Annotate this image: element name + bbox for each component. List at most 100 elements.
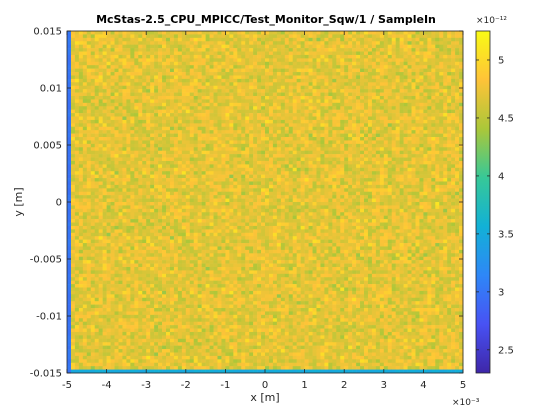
heatmap-cell [272, 195, 278, 199]
heatmap-cell [158, 89, 163, 93]
heatmap-cell [257, 65, 262, 69]
heatmap-cell [130, 34, 135, 39]
heatmap-cell [110, 92, 115, 97]
heatmap-cell [431, 95, 436, 100]
heatmap-cell [213, 178, 218, 182]
heatmap-cell [237, 65, 242, 69]
heatmap-cell [118, 181, 123, 186]
heatmap-cell [431, 89, 436, 93]
heatmap-cell [78, 113, 84, 117]
heatmap-cell [78, 188, 84, 193]
heatmap-cell [67, 198, 72, 203]
heatmap-cell [162, 181, 167, 186]
heatmap-cell [67, 181, 72, 186]
heatmap-cell [173, 143, 179, 148]
heatmap-cell [455, 99, 460, 104]
heatmap-cell [336, 154, 341, 158]
heatmap-cell [328, 72, 333, 76]
heatmap-cell [193, 171, 198, 175]
heatmap-cell [134, 178, 139, 182]
heatmap-cell [367, 34, 373, 39]
heatmap-cell [443, 198, 448, 203]
heatmap-cell [261, 119, 266, 124]
heatmap-cell [348, 37, 353, 42]
heatmap-cell [193, 75, 198, 80]
heatmap-cell [169, 95, 175, 100]
heatmap-cell [371, 164, 377, 169]
heatmap-cell [225, 106, 230, 110]
heatmap-cell [352, 95, 357, 100]
heatmap-cell [379, 133, 385, 138]
heatmap-cell [122, 191, 127, 196]
heatmap-cell [395, 34, 400, 39]
heatmap-cell [154, 181, 159, 186]
heatmap-cell [122, 147, 127, 151]
heatmap-cell [193, 191, 198, 196]
heatmap-cell [391, 102, 396, 107]
heatmap-cell [253, 78, 258, 83]
heatmap-cell [371, 140, 377, 145]
heatmap-cell [261, 167, 266, 172]
heatmap-cell [233, 85, 238, 90]
heatmap-cell [213, 72, 218, 76]
heatmap-cell [150, 164, 155, 169]
heatmap-cell [142, 89, 147, 93]
heatmap-cell [332, 154, 337, 158]
heatmap-cell [225, 171, 230, 175]
heatmap-cell [102, 61, 107, 66]
heatmap-cell [265, 51, 270, 56]
heatmap-cell [221, 133, 226, 138]
heatmap-cell [403, 140, 408, 145]
heatmap-cell [344, 95, 349, 100]
heatmap-cell [241, 160, 246, 165]
heatmap-cell [213, 65, 218, 69]
heatmap-cell [169, 174, 175, 179]
heatmap-cell [383, 123, 389, 128]
heatmap-cell [451, 61, 456, 66]
heatmap-cell [106, 133, 111, 138]
heatmap-cell [395, 143, 400, 148]
heatmap-cell [395, 137, 400, 141]
heatmap-cell [328, 150, 333, 155]
heatmap-cell [288, 126, 294, 131]
heatmap-cell [375, 92, 381, 97]
heatmap-cell [229, 167, 234, 172]
heatmap-cell [320, 157, 325, 162]
heatmap-cell [284, 48, 290, 52]
heatmap-cell [138, 188, 143, 193]
heatmap-cell [328, 188, 333, 193]
heatmap-cell [86, 51, 92, 56]
heatmap-cell [162, 37, 167, 42]
heatmap-cell [122, 85, 127, 90]
heatmap-cell [360, 198, 365, 203]
heatmap-cell [344, 65, 349, 69]
heatmap-cell [371, 198, 377, 203]
heatmap-cell [197, 102, 202, 107]
heatmap-cell [249, 113, 254, 117]
heatmap-cell [134, 126, 139, 131]
heatmap-cell [241, 34, 246, 39]
heatmap-cell [142, 106, 147, 110]
heatmap-cell [292, 178, 297, 182]
heatmap-cell [134, 150, 139, 155]
heatmap-cell [399, 150, 404, 155]
heatmap-cell [387, 41, 393, 45]
heatmap-cell [185, 181, 191, 186]
heatmap-cell [459, 75, 464, 80]
heatmap-cell [459, 150, 464, 155]
heatmap-cell [312, 181, 317, 186]
heatmap-cell [261, 116, 266, 121]
heatmap-cell [348, 160, 353, 165]
heatmap-cell [245, 34, 250, 39]
heatmap-cell [280, 75, 286, 80]
heatmap-cell [364, 89, 369, 93]
heatmap-cell [166, 99, 171, 104]
heatmap-cell [166, 48, 171, 52]
heatmap-cell [253, 51, 258, 56]
heatmap-cell [146, 78, 151, 83]
heatmap-cell [253, 130, 258, 134]
heatmap-cell [316, 143, 321, 148]
heatmap-cell [280, 68, 286, 73]
heatmap-cell [455, 157, 460, 162]
heatmap-cell [130, 130, 135, 134]
